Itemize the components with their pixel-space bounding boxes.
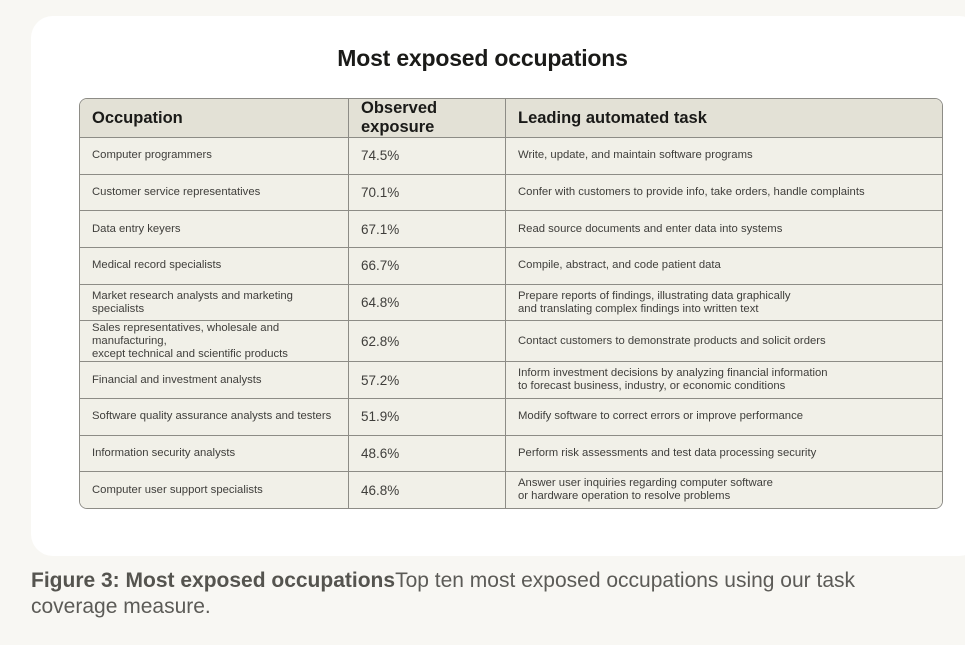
occupation-cell: Sales representatives, wholesale and man… bbox=[80, 321, 349, 363]
task-cell: Confer with customers to provide info, t… bbox=[506, 174, 942, 212]
exposure-cell: 57.2% bbox=[349, 362, 506, 399]
task-cell: Prepare reports of findings, illustratin… bbox=[506, 284, 942, 322]
header-row: Occupation Observed exposure Leading aut… bbox=[80, 99, 942, 138]
occupation-cell: Market research analysts and marketing s… bbox=[80, 284, 349, 322]
header-occupation: Occupation bbox=[80, 99, 349, 138]
exposure-cell: 74.5% bbox=[349, 138, 506, 175]
occupation-cell: Data entry keyers bbox=[80, 211, 349, 249]
occupation-cell: Financial and investment analysts bbox=[80, 362, 349, 399]
table-row: Market research analysts and marketing s… bbox=[80, 284, 942, 322]
task-cell: Compile, abstract, and code patient data bbox=[506, 248, 942, 285]
table-row: Medical record specialists 66.7% Compile… bbox=[80, 248, 942, 285]
table-row: Financial and investment analysts 57.2% … bbox=[80, 362, 942, 399]
table-title: Most exposed occupations bbox=[337, 45, 628, 71]
task-cell: Write, update, and maintain software pro… bbox=[506, 138, 942, 175]
task-cell: Inform investment decisions by analyzing… bbox=[506, 362, 942, 399]
occupation-cell: Computer programmers bbox=[80, 138, 349, 175]
exposure-cell: 66.7% bbox=[349, 248, 506, 285]
exposure-cell: 48.6% bbox=[349, 435, 506, 473]
task-cell: Contact customers to demonstrate product… bbox=[506, 321, 942, 363]
exposure-cell: 64.8% bbox=[349, 284, 506, 322]
caption-text: Top ten most exposed occupations using o… bbox=[31, 569, 856, 618]
header-leading-automated-task: Leading automated task bbox=[506, 99, 942, 138]
occupation-cell: Software quality assurance analysts and … bbox=[80, 398, 349, 436]
exposure-cell: 67.1% bbox=[349, 211, 506, 249]
occupation-cell: Customer service representatives bbox=[80, 174, 349, 212]
task-cell: Modify software to correct errors or imp… bbox=[506, 398, 942, 436]
exposure-cell: 46.8% bbox=[349, 472, 506, 508]
table-row: Sales representatives, wholesale and man… bbox=[80, 321, 942, 363]
task-cell: Read source documents and enter data int… bbox=[506, 211, 942, 249]
task-cell: Perform risk assessments and test data p… bbox=[506, 435, 942, 473]
occupations-table: Occupation Observed exposure Leading aut… bbox=[79, 98, 943, 509]
caption-label: Figure 3: Most exposed occupations bbox=[31, 569, 396, 592]
table-row: Computer programmers 74.5% Write, update… bbox=[80, 138, 942, 175]
exposure-cell: 62.8% bbox=[349, 321, 506, 363]
occupation-cell: Information security analysts bbox=[80, 435, 349, 473]
table-row: Computer user support specialists 46.8% … bbox=[80, 472, 942, 508]
header-observed-exposure: Observed exposure bbox=[349, 99, 506, 138]
occupation-cell: Medical record specialists bbox=[80, 248, 349, 285]
table-row: Customer service representatives 70.1% C… bbox=[80, 174, 942, 212]
table-row: Information security analysts 48.6% Perf… bbox=[80, 435, 942, 473]
table-row: Software quality assurance analysts and … bbox=[80, 398, 942, 436]
figure-caption: Figure 3: Most exposed occupationsTop te… bbox=[31, 568, 931, 620]
occupation-cell: Computer user support specialists bbox=[80, 472, 349, 508]
exposure-cell: 70.1% bbox=[349, 174, 506, 212]
task-cell: Answer user inquiries regarding computer… bbox=[506, 472, 942, 508]
exposure-cell: 51.9% bbox=[349, 398, 506, 436]
table-row: Data entry keyers 67.1% Read source docu… bbox=[80, 211, 942, 249]
